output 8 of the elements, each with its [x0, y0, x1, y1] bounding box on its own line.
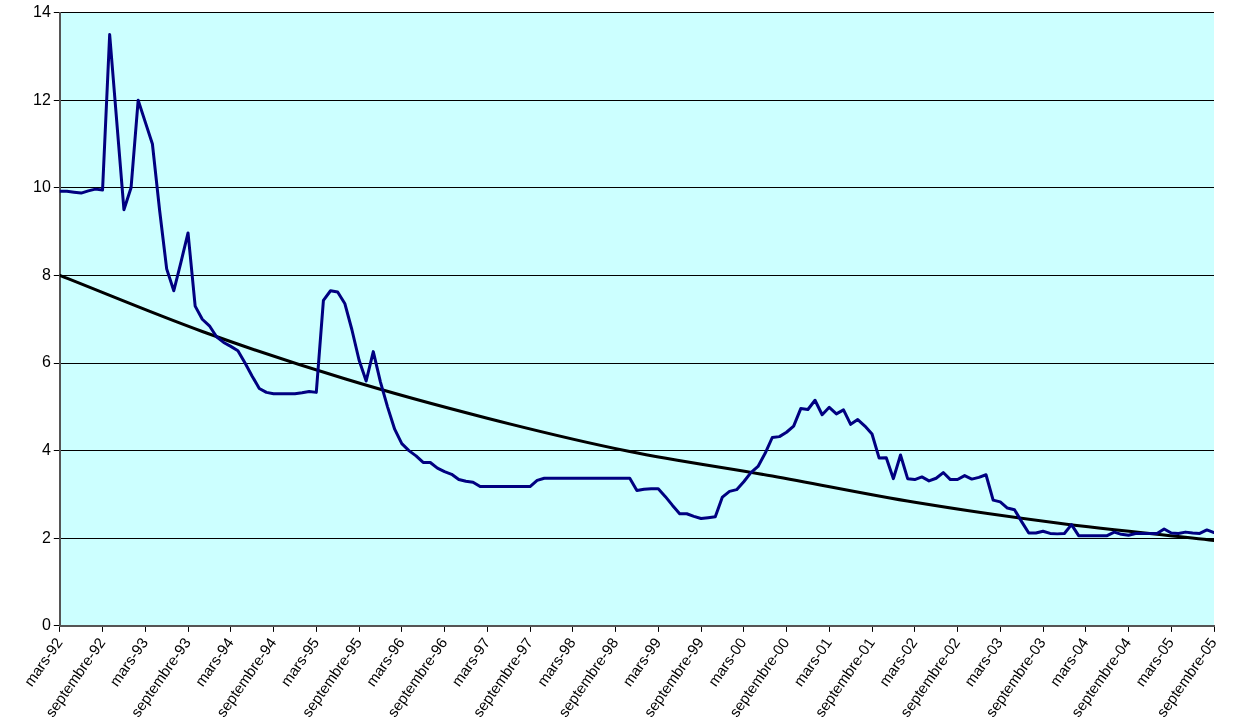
y-tick-label: 6: [41, 353, 51, 371]
y-tick-label: 8: [41, 265, 51, 283]
y-tick-label: 0: [41, 616, 51, 634]
y-tick-label: 10: [33, 178, 51, 196]
y-tick-label: 12: [33, 90, 51, 108]
y-tick-label: 4: [41, 441, 51, 459]
y-tick-label: 14: [33, 3, 51, 21]
y-tick-label: 2: [41, 528, 51, 546]
